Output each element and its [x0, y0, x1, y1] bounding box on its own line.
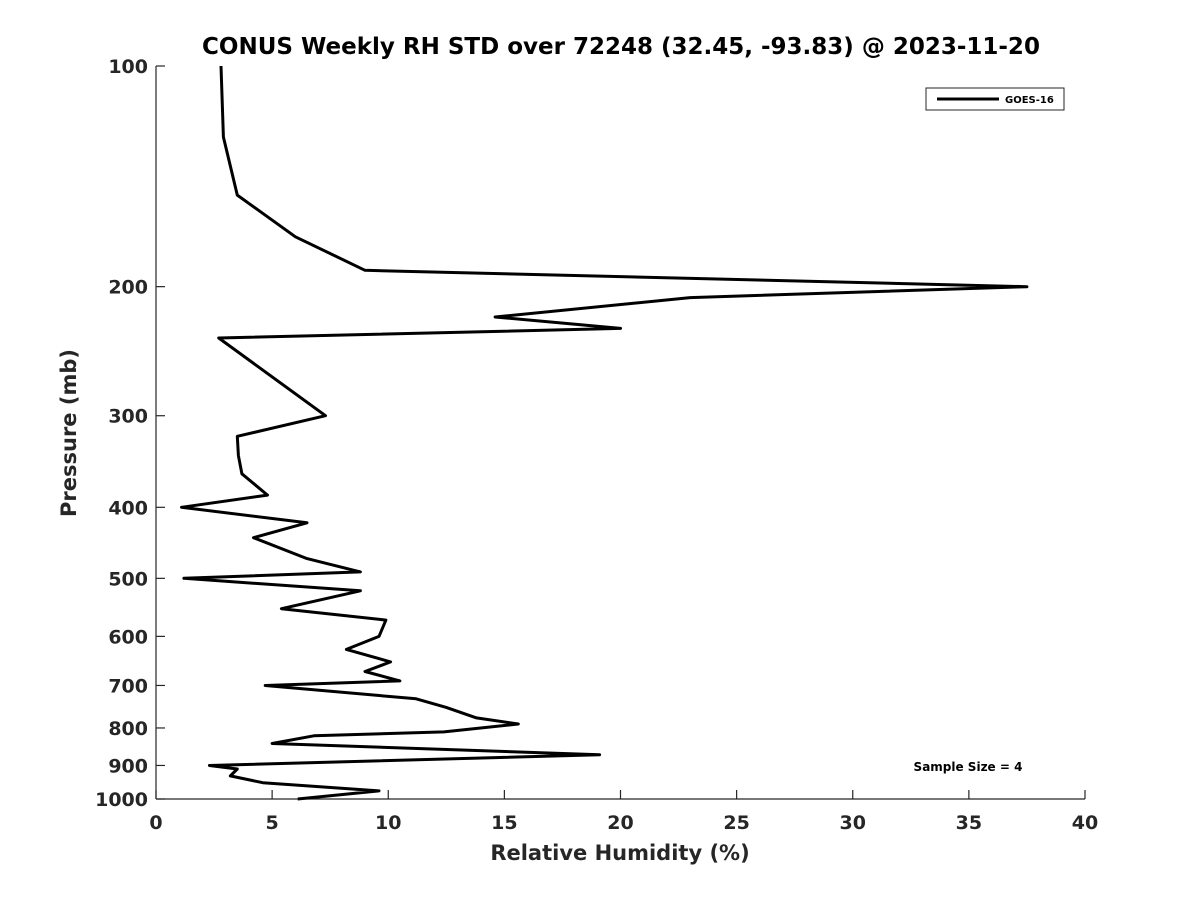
y-tick-label: 100: [108, 56, 148, 78]
y-tick-label: 1000: [95, 789, 148, 811]
y-ticks: 100 200 300 400 500 600 700 800 900 1000: [95, 56, 165, 811]
x-axis-label: Relative Humidity (%): [490, 841, 749, 865]
chart-title: CONUS Weekly RH STD over 72248 (32.45, -…: [202, 34, 1040, 60]
x-tick-label: 20: [607, 812, 633, 834]
x-tick-label: 15: [491, 812, 517, 834]
y-tick-label: 600: [108, 626, 148, 648]
y-tick-label: 900: [108, 755, 148, 777]
x-ticks: 0 5 10 15 20 25 30 35 40: [149, 790, 1098, 834]
x-tick-label: 5: [266, 812, 279, 834]
series-group: [180, 65, 1029, 801]
x-tick-label: 40: [1072, 812, 1098, 834]
x-tick-label: 0: [149, 812, 162, 834]
y-axis-label: Pressure (mb): [57, 349, 81, 517]
legend: GOES-16: [925, 87, 1065, 111]
y-tick-label: 700: [108, 675, 148, 697]
x-tick-label: 10: [375, 812, 401, 834]
legend-label-goes-16: GOES-16: [1005, 95, 1054, 106]
sample-size-annotation: Sample Size = 4: [914, 760, 1023, 774]
x-tick-label: 35: [956, 812, 982, 834]
x-tick-label: 30: [840, 812, 866, 834]
y-tick-label: 300: [108, 406, 148, 428]
y-tick-label: 400: [108, 497, 148, 519]
y-tick-label: 500: [108, 568, 148, 590]
series-line-goes-16: [180, 65, 1029, 801]
x-tick-label: 25: [723, 812, 749, 834]
y-tick-label: 800: [108, 718, 148, 740]
y-tick-label: 200: [108, 277, 148, 299]
